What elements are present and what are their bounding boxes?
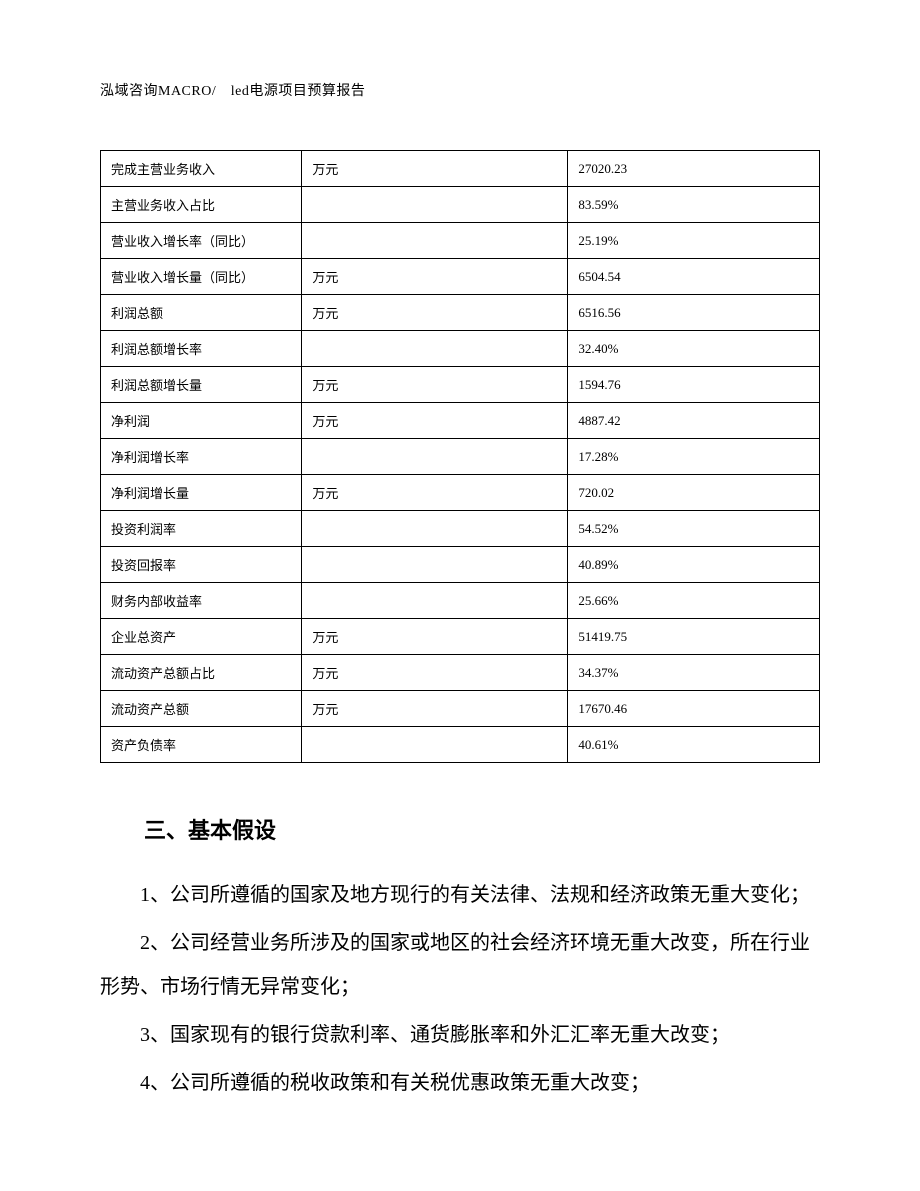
financial-table: 完成主营业务收入万元27020.23主营业务收入占比83.59%营业收入增长率（… [100, 150, 820, 763]
cell-label: 完成主营业务收入 [101, 151, 302, 187]
cell-label: 流动资产总额 [101, 691, 302, 727]
cell-label: 财务内部收益率 [101, 583, 302, 619]
cell-value: 32.40% [568, 331, 820, 367]
cell-value: 34.37% [568, 655, 820, 691]
cell-unit [302, 223, 568, 259]
table-row: 财务内部收益率 25.66% [101, 583, 820, 619]
paragraph: 3、国家现有的银行贷款利率、通货膨胀率和外汇汇率无重大改变； [100, 1013, 820, 1057]
cell-value: 51419.75 [568, 619, 820, 655]
cell-label: 资产负债率 [101, 727, 302, 763]
cell-label: 投资利润率 [101, 511, 302, 547]
section-title: 三、基本假设 [144, 813, 820, 845]
cell-unit: 万元 [302, 295, 568, 331]
cell-value: 4887.42 [568, 403, 820, 439]
table-row: 利润总额增长量万元1594.76 [101, 367, 820, 403]
table-row: 净利润增长量万元720.02 [101, 475, 820, 511]
cell-value: 40.89% [568, 547, 820, 583]
cell-unit [302, 439, 568, 475]
cell-label: 利润总额增长量 [101, 367, 302, 403]
table-row: 流动资产总额占比万元34.37% [101, 655, 820, 691]
cell-unit [302, 547, 568, 583]
cell-value: 83.59% [568, 187, 820, 223]
cell-value: 27020.23 [568, 151, 820, 187]
page-header: 泓域咨询MACRO/ led电源项目预算报告 [100, 80, 820, 100]
cell-unit: 万元 [302, 259, 568, 295]
table-row: 完成主营业务收入万元27020.23 [101, 151, 820, 187]
cell-value: 17.28% [568, 439, 820, 475]
cell-label: 利润总额增长率 [101, 331, 302, 367]
cell-unit [302, 511, 568, 547]
table-row: 净利润万元4887.42 [101, 403, 820, 439]
cell-unit [302, 583, 568, 619]
table-row: 主营业务收入占比 83.59% [101, 187, 820, 223]
paragraphs-container: 1、公司所遵循的国家及地方现行的有关法律、法规和经济政策无重大变化；2、公司经营… [100, 873, 820, 1105]
table-row: 投资回报率 40.89% [101, 547, 820, 583]
cell-label: 利润总额 [101, 295, 302, 331]
cell-label: 净利润增长率 [101, 439, 302, 475]
cell-unit: 万元 [302, 403, 568, 439]
cell-unit: 万元 [302, 475, 568, 511]
paragraph: 2、公司经营业务所涉及的国家或地区的社会经济环境无重大改变，所在行业形势、市场行… [100, 921, 820, 1009]
cell-value: 25.19% [568, 223, 820, 259]
cell-label: 企业总资产 [101, 619, 302, 655]
table-row: 资产负债率 40.61% [101, 727, 820, 763]
cell-unit: 万元 [302, 151, 568, 187]
table-body: 完成主营业务收入万元27020.23主营业务收入占比83.59%营业收入增长率（… [101, 151, 820, 763]
cell-unit: 万元 [302, 691, 568, 727]
cell-unit [302, 727, 568, 763]
table-row: 营业收入增长量（同比）万元6504.54 [101, 259, 820, 295]
table-row: 企业总资产万元51419.75 [101, 619, 820, 655]
cell-label: 净利润增长量 [101, 475, 302, 511]
cell-value: 6504.54 [568, 259, 820, 295]
cell-unit [302, 187, 568, 223]
cell-value: 54.52% [568, 511, 820, 547]
cell-value: 25.66% [568, 583, 820, 619]
cell-unit: 万元 [302, 367, 568, 403]
paragraph: 1、公司所遵循的国家及地方现行的有关法律、法规和经济政策无重大变化； [100, 873, 820, 917]
cell-label: 投资回报率 [101, 547, 302, 583]
cell-value: 17670.46 [568, 691, 820, 727]
cell-value: 720.02 [568, 475, 820, 511]
cell-unit: 万元 [302, 655, 568, 691]
cell-value: 6516.56 [568, 295, 820, 331]
table-row: 流动资产总额万元17670.46 [101, 691, 820, 727]
cell-value: 40.61% [568, 727, 820, 763]
table-row: 净利润增长率 17.28% [101, 439, 820, 475]
table-row: 利润总额增长率 32.40% [101, 331, 820, 367]
table-row: 利润总额万元6516.56 [101, 295, 820, 331]
cell-label: 净利润 [101, 403, 302, 439]
cell-label: 流动资产总额占比 [101, 655, 302, 691]
paragraph: 4、公司所遵循的税收政策和有关税优惠政策无重大改变； [100, 1061, 820, 1105]
cell-unit [302, 331, 568, 367]
cell-label: 营业收入增长率（同比） [101, 223, 302, 259]
table-row: 投资利润率 54.52% [101, 511, 820, 547]
table-row: 营业收入增长率（同比） 25.19% [101, 223, 820, 259]
cell-unit: 万元 [302, 619, 568, 655]
cell-label: 营业收入增长量（同比） [101, 259, 302, 295]
cell-label: 主营业务收入占比 [101, 187, 302, 223]
cell-value: 1594.76 [568, 367, 820, 403]
